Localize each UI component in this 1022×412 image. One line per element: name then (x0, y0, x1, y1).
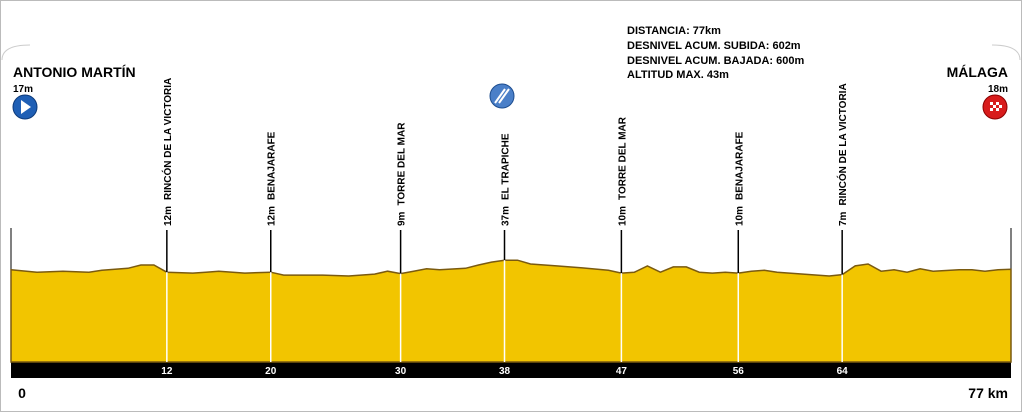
waypoint-altitude: 10m (734, 206, 745, 226)
finish-altitude: 18m (988, 84, 1008, 95)
stat: DISTANCIA: 77km (627, 25, 721, 37)
x-tick-label: 56 (733, 366, 745, 377)
sprint-icon (489, 83, 515, 109)
x-tick-label: 38 (499, 366, 511, 377)
x-tick-label: 47 (616, 366, 628, 377)
x-tick-label: 12 (161, 366, 173, 377)
distance-bar (11, 362, 1011, 378)
stat: DESNIVEL ACUM. BAJADA: 600m (627, 55, 804, 67)
x-tick-label: 77 km (968, 385, 1008, 401)
waypoint-label: 7m RINCÓN DE LA VICTORIA (836, 83, 849, 226)
waypoint-label: 9m TORRE DEL MAR (397, 122, 408, 226)
waypoint-name: EL TRAPICHE (501, 133, 512, 200)
corner (991, 44, 1021, 61)
waypoint-altitude: 12m (163, 206, 174, 226)
waypoint-label: 10m TORRE DEL MAR (617, 116, 628, 226)
waypoint-name: RINCÓN DE LA VICTORIA (836, 83, 849, 205)
waypoint-name: TORRE DEL MAR (397, 122, 408, 206)
waypoint-altitude: 10m (617, 206, 628, 226)
waypoint-altitude: 7m (838, 211, 849, 226)
waypoint-name: BENAJARAFE (267, 131, 278, 200)
waypoint-name: RINCÓN DE LA VICTORIA (161, 78, 174, 200)
finish-icon (982, 94, 1008, 120)
x-tick-label: 0 (18, 385, 26, 401)
waypoint-name: BENAJARAFE (734, 131, 745, 200)
start-altitude: 17m (13, 84, 33, 95)
elevation-area (10, 259, 1012, 363)
corner (1, 44, 31, 61)
waypoint-altitude: 37m (501, 206, 512, 226)
start-icon (12, 94, 38, 120)
x-tick-label: 20 (265, 366, 277, 377)
start-name: ANTONIO MARTÍN (13, 64, 136, 80)
finish-name: MÁLAGA (947, 64, 1008, 80)
waypoint-label: 12m BENAJARAFE (267, 131, 278, 226)
waypoint-label: 12m RINCÓN DE LA VICTORIA (161, 78, 174, 226)
waypoint-label: 10m BENAJARAFE (734, 131, 745, 226)
stat: ALTITUD MAX. 43m (627, 69, 729, 81)
waypoint-label: 37m EL TRAPICHE (501, 133, 512, 226)
stat: DESNIVEL ACUM. SUBIDA: 602m (627, 40, 801, 52)
waypoint-altitude: 12m (267, 206, 278, 226)
waypoint-altitude: 9m (397, 211, 408, 226)
x-tick-label: 64 (837, 366, 849, 377)
x-tick-label: 30 (395, 366, 407, 377)
waypoint-name: TORRE DEL MAR (617, 116, 628, 200)
